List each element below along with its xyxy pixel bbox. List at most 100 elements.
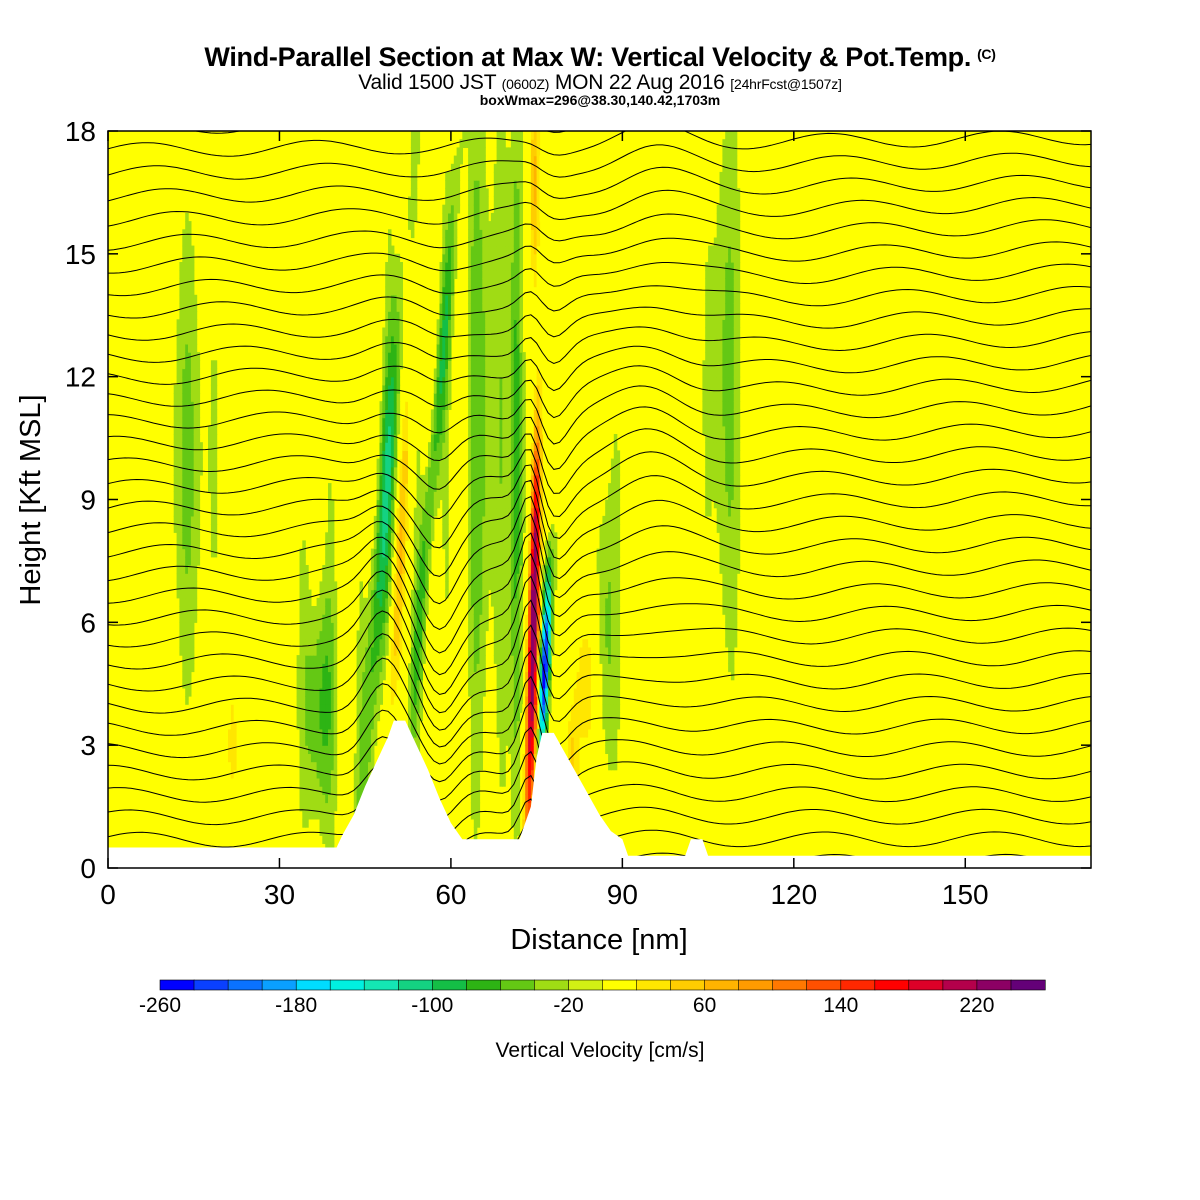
velocity-cell bbox=[410, 131, 415, 140]
velocity-cell bbox=[196, 442, 201, 451]
velocity-cell bbox=[536, 245, 541, 255]
velocity-cell bbox=[333, 646, 338, 656]
velocity-cell bbox=[482, 294, 486, 304]
velocity-cell bbox=[613, 532, 618, 542]
velocity-cell bbox=[533, 483, 538, 492]
velocity-cell bbox=[173, 474, 178, 484]
velocity-cell bbox=[496, 303, 501, 312]
velocity-cell bbox=[482, 474, 486, 484]
velocity-cell bbox=[448, 319, 452, 329]
velocity-cell bbox=[362, 753, 366, 763]
velocity-cell bbox=[510, 646, 515, 656]
velocity-cell bbox=[193, 589, 198, 599]
velocity-cell bbox=[299, 565, 303, 574]
velocity-cell bbox=[408, 679, 412, 689]
velocity-cell bbox=[502, 573, 506, 582]
velocity-cell bbox=[313, 761, 318, 771]
velocity-cell bbox=[325, 630, 329, 640]
velocity-cell bbox=[302, 581, 306, 591]
velocity-cell bbox=[208, 458, 212, 468]
velocity-cell bbox=[505, 540, 509, 550]
velocity-cell bbox=[230, 753, 235, 763]
velocity-cell bbox=[616, 630, 621, 640]
velocity-cell bbox=[550, 622, 555, 632]
velocity-cell bbox=[470, 532, 475, 542]
velocity-cell bbox=[576, 769, 581, 779]
velocity-cell bbox=[433, 368, 438, 378]
velocity-cell bbox=[470, 606, 475, 615]
velocity-cell bbox=[370, 728, 375, 738]
velocity-cell bbox=[722, 155, 726, 165]
velocity-cell bbox=[299, 671, 303, 681]
velocity-cell bbox=[493, 565, 498, 574]
velocity-cell bbox=[608, 663, 612, 673]
velocity-cell bbox=[499, 548, 503, 558]
velocity-cell bbox=[533, 335, 538, 345]
velocity-cell bbox=[525, 687, 529, 697]
velocity-cell bbox=[190, 442, 195, 451]
velocity-cell bbox=[522, 442, 526, 451]
velocity-cell bbox=[476, 204, 481, 214]
velocity-cell bbox=[302, 565, 306, 574]
velocity-cell bbox=[536, 139, 541, 148]
velocity-cell bbox=[450, 163, 455, 173]
velocity-cell bbox=[193, 573, 198, 582]
velocity-cell bbox=[496, 671, 501, 681]
velocity-cell bbox=[719, 532, 723, 542]
velocity-cell bbox=[576, 687, 581, 697]
velocity-cell bbox=[510, 671, 515, 681]
velocity-cell bbox=[310, 720, 315, 730]
velocity-cell bbox=[399, 655, 403, 664]
velocity-cell bbox=[470, 212, 475, 222]
velocity-cell bbox=[470, 655, 475, 664]
velocity-cell bbox=[436, 458, 441, 468]
velocity-cell bbox=[496, 679, 501, 689]
velocity-cell bbox=[573, 728, 578, 738]
velocity-cell bbox=[445, 237, 449, 247]
velocity-cell bbox=[368, 753, 372, 763]
velocity-cell bbox=[616, 507, 621, 517]
velocity-cell bbox=[576, 720, 581, 730]
velocity-cell bbox=[613, 663, 618, 673]
velocity-cell bbox=[179, 556, 183, 566]
velocity-cell bbox=[519, 638, 523, 648]
velocity-cell bbox=[482, 524, 486, 533]
velocity-cell bbox=[422, 638, 426, 648]
velocity-cell bbox=[522, 450, 526, 460]
velocity-cell bbox=[376, 704, 381, 713]
velocity-cell bbox=[536, 335, 541, 345]
velocity-cell bbox=[499, 573, 503, 582]
velocity-cell bbox=[476, 753, 481, 763]
velocity-cell bbox=[496, 622, 501, 632]
velocity-cell bbox=[488, 425, 492, 435]
velocity-cell bbox=[496, 515, 501, 525]
velocity-cell bbox=[533, 565, 538, 574]
velocity-cell bbox=[513, 147, 518, 157]
velocity-cell bbox=[319, 761, 323, 771]
velocity-cell bbox=[310, 761, 315, 771]
velocity-cell bbox=[542, 630, 546, 640]
velocity-cell bbox=[445, 548, 449, 558]
velocity-cell bbox=[473, 221, 478, 230]
velocity-cell bbox=[430, 450, 435, 460]
velocity-cell bbox=[316, 614, 321, 623]
velocity-cell bbox=[502, 335, 506, 345]
velocity-cell bbox=[333, 622, 338, 632]
velocity-cell bbox=[473, 171, 478, 181]
velocity-cell bbox=[516, 343, 521, 353]
velocity-cell bbox=[330, 818, 335, 828]
velocity-cell bbox=[479, 221, 483, 230]
velocity-cell bbox=[230, 745, 235, 754]
velocity-cell bbox=[722, 606, 726, 615]
velocity-cell bbox=[516, 196, 521, 206]
velocity-cell bbox=[176, 532, 181, 542]
velocity-cell bbox=[493, 532, 498, 542]
velocity-cell bbox=[359, 581, 363, 591]
velocity-cell bbox=[710, 343, 715, 353]
velocity-cell bbox=[499, 303, 503, 312]
velocity-cell bbox=[233, 704, 238, 713]
velocity-cell bbox=[528, 131, 532, 140]
velocity-cell bbox=[325, 606, 329, 615]
velocity-cell bbox=[385, 499, 389, 509]
velocity-cell bbox=[188, 409, 192, 419]
